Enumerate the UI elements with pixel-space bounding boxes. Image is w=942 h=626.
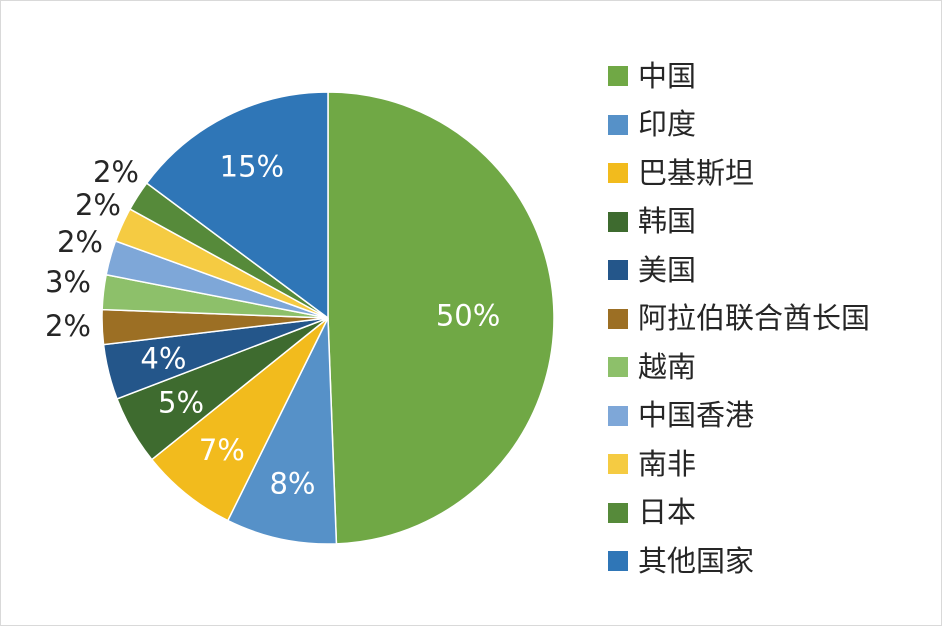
legend-item-8: 南非 <box>608 440 870 489</box>
legend-label: 中国香港 <box>638 398 755 433</box>
data-label-6: 3% <box>45 265 91 299</box>
legend-item-0: 中国 <box>608 52 870 101</box>
legend-label: 阿拉伯联合酋长国 <box>638 301 871 336</box>
legend-label: 日本 <box>638 495 697 530</box>
legend-swatch <box>608 551 628 572</box>
legend-label: 韩国 <box>638 204 697 239</box>
legend-swatch <box>608 454 628 475</box>
legend-item-7: 中国香港 <box>608 392 870 441</box>
legend-label: 其他国家 <box>638 543 755 578</box>
legend-swatch <box>608 211 628 232</box>
pie-slice-10 <box>145 91 329 320</box>
pie-slice-0 <box>327 91 555 545</box>
legend-label: 印度 <box>638 107 697 142</box>
data-label-7: 2% <box>57 225 103 259</box>
legend-item-3: 韩国 <box>608 198 870 247</box>
legend: 中国印度巴基斯坦韩国美国阿拉伯联合酋长国 越南中国香港南非日本其他国家 <box>608 52 870 586</box>
legend-swatch <box>608 405 628 426</box>
legend-label: 美国 <box>638 252 697 287</box>
legend-item-9: 日本 <box>608 489 870 538</box>
legend-swatch <box>608 260 628 281</box>
legend-item-5: 阿拉伯联合酋长国 <box>608 295 870 344</box>
data-label-2: 7% <box>199 433 245 467</box>
legend-swatch <box>608 66 628 87</box>
legend-label: 巴基斯坦 <box>638 155 755 190</box>
pie-slice-1 <box>226 317 338 545</box>
data-label-10: 15% <box>220 150 284 184</box>
legend-swatch <box>608 357 628 378</box>
data-label-4: 4% <box>140 342 186 376</box>
legend-item-1: 印度 <box>608 101 870 150</box>
legend-item-4: 美国 <box>608 246 870 295</box>
legend-item-10: 其他国家 <box>608 537 870 586</box>
legend-swatch <box>608 114 628 135</box>
data-label-3: 5% <box>158 385 204 419</box>
legend-swatch <box>608 502 628 523</box>
data-label-1: 8% <box>269 467 315 501</box>
legend-item-6: 越南 <box>608 343 870 392</box>
legend-label: 南非 <box>638 446 697 481</box>
legend-label: 越南 <box>638 349 697 384</box>
legend-item-2: 巴基斯坦 <box>608 149 870 198</box>
data-label-0: 50% <box>436 298 500 332</box>
legend-swatch <box>608 308 628 329</box>
data-label-8: 2% <box>75 188 121 222</box>
legend-label: 中国 <box>638 58 697 93</box>
data-label-9: 2% <box>93 155 139 189</box>
data-label-5: 2% <box>45 309 91 343</box>
legend-swatch <box>608 163 628 184</box>
